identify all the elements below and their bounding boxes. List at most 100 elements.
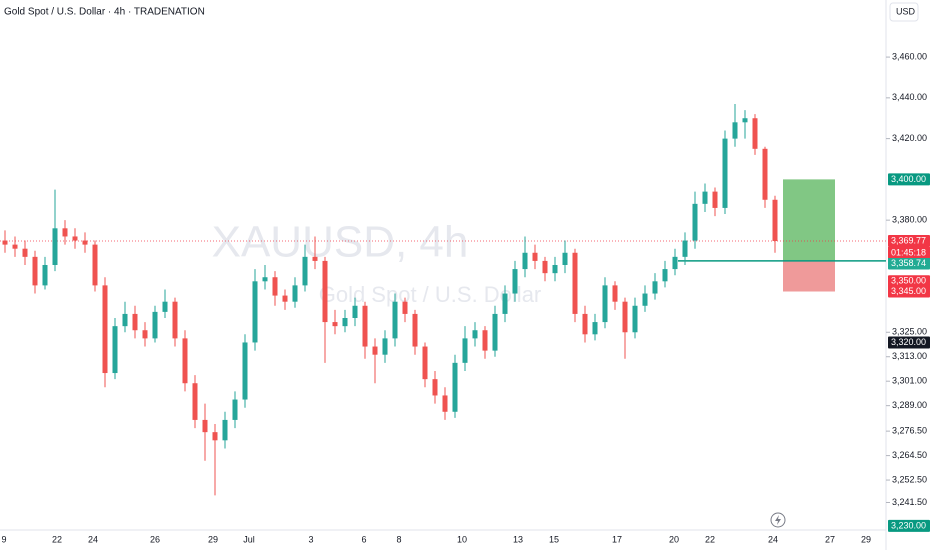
candle-body bbox=[432, 379, 438, 396]
x-tick-label: 26 bbox=[150, 534, 160, 544]
candle-body bbox=[42, 265, 48, 286]
x-tick-label: 6 bbox=[361, 534, 366, 544]
x-tick-label: 9 bbox=[1, 534, 6, 544]
loss-zone bbox=[783, 260, 835, 292]
y-tick-label: 3,301.00 bbox=[892, 376, 927, 386]
candle-body bbox=[2, 240, 8, 245]
candle-body bbox=[622, 301, 628, 333]
candle-body bbox=[182, 338, 188, 384]
x-tick-label: 17 bbox=[612, 534, 622, 544]
candle-body bbox=[472, 330, 478, 339]
x-tick-label: 8 bbox=[396, 534, 401, 544]
candle-body bbox=[332, 322, 338, 327]
candle-body bbox=[222, 419, 228, 441]
candle-body bbox=[52, 228, 58, 265]
profit-zone bbox=[783, 179, 835, 261]
x-tick-label: 22 bbox=[52, 534, 62, 544]
candle-body bbox=[232, 399, 238, 420]
candle-body bbox=[632, 305, 638, 333]
candle-body bbox=[392, 301, 398, 339]
candle-body bbox=[292, 285, 298, 302]
alert-icon-bolt bbox=[775, 515, 781, 525]
y-tick-label: 3,440.00 bbox=[892, 92, 927, 102]
candle-body bbox=[762, 148, 768, 200]
candle-body bbox=[92, 244, 98, 286]
candle-body bbox=[492, 313, 498, 351]
y-tick-label: 3,289.00 bbox=[892, 400, 927, 410]
y-tick-label: 3,241.50 bbox=[892, 497, 927, 507]
alert-icon[interactable] bbox=[770, 512, 786, 528]
price-badge-label: 3,358.74 bbox=[891, 258, 926, 268]
y-tick-label: 3,460.00 bbox=[892, 51, 927, 61]
candle-body bbox=[12, 244, 18, 249]
x-tick-label: 24 bbox=[768, 534, 778, 544]
y-tick-label: 3,264.50 bbox=[892, 450, 927, 460]
candle-body bbox=[372, 346, 378, 355]
candle-body bbox=[702, 191, 708, 204]
candle-body bbox=[442, 395, 448, 412]
candle-body bbox=[262, 277, 268, 282]
candle-body bbox=[122, 313, 128, 327]
candle-body bbox=[502, 293, 508, 314]
x-tick-label: 29 bbox=[208, 534, 218, 544]
candle-body bbox=[282, 295, 288, 302]
x-tick-label: Jul bbox=[243, 534, 255, 544]
candle-body bbox=[312, 256, 318, 261]
candle-body bbox=[722, 138, 728, 208]
candle-body bbox=[512, 269, 518, 294]
candle-body bbox=[362, 305, 368, 347]
candle-body bbox=[642, 293, 648, 306]
candle-body bbox=[612, 285, 618, 302]
x-tick-label: 10 bbox=[457, 534, 467, 544]
x-tick-label: 20 bbox=[669, 534, 679, 544]
x-tick-label: 15 bbox=[549, 534, 559, 544]
candle-body bbox=[592, 322, 598, 335]
candle-body bbox=[572, 252, 578, 314]
candle-body bbox=[532, 252, 538, 261]
candle-body bbox=[462, 338, 468, 363]
candle-body bbox=[562, 252, 568, 265]
candle-body bbox=[412, 313, 418, 347]
y-tick-label: 3,325.00 bbox=[892, 327, 927, 337]
y-tick-label: 3,313.00 bbox=[892, 351, 927, 361]
candle-body bbox=[582, 313, 588, 335]
candle-body bbox=[552, 265, 558, 274]
candle-body bbox=[152, 311, 158, 339]
candle-body bbox=[602, 285, 608, 323]
y-tick-label: 3,380.00 bbox=[892, 215, 927, 225]
watermark-sub: Gold Spot / U.S. Dollar bbox=[319, 282, 542, 307]
candle-body bbox=[142, 330, 148, 339]
price-badge bbox=[888, 519, 930, 532]
candle-body bbox=[32, 256, 38, 286]
candle-body bbox=[542, 260, 548, 274]
candle-body bbox=[252, 281, 258, 343]
currency-button[interactable] bbox=[889, 2, 919, 22]
candle-body bbox=[22, 248, 28, 257]
price-badge bbox=[888, 173, 930, 186]
candle-body bbox=[162, 301, 168, 312]
price-badge-label: 3,400.00 bbox=[891, 174, 926, 184]
candle-body bbox=[62, 228, 68, 237]
candle-body bbox=[82, 240, 88, 245]
price-badge-label: 3,350.00 bbox=[891, 276, 926, 286]
candle-body bbox=[402, 301, 408, 314]
candle-body bbox=[352, 305, 358, 318]
countdown-label: 01:45:18 bbox=[891, 247, 926, 257]
candle-body bbox=[272, 277, 278, 296]
price-badge-label: 3,369.77 bbox=[891, 235, 926, 245]
y-tick-label: 3,276.50 bbox=[892, 426, 927, 436]
candle-body bbox=[712, 191, 718, 208]
price-badge-label: 3,230.00 bbox=[891, 520, 926, 530]
candle-body bbox=[72, 236, 78, 241]
candle-body bbox=[672, 256, 678, 270]
candle-body bbox=[212, 432, 218, 441]
candle-body bbox=[132, 313, 138, 331]
candle-body bbox=[322, 260, 328, 323]
price-badge-label: 3,320.00 bbox=[891, 337, 926, 347]
price-badge bbox=[888, 275, 930, 288]
price-badge bbox=[888, 235, 930, 248]
candle-body bbox=[682, 240, 688, 257]
candle-body bbox=[772, 199, 778, 242]
